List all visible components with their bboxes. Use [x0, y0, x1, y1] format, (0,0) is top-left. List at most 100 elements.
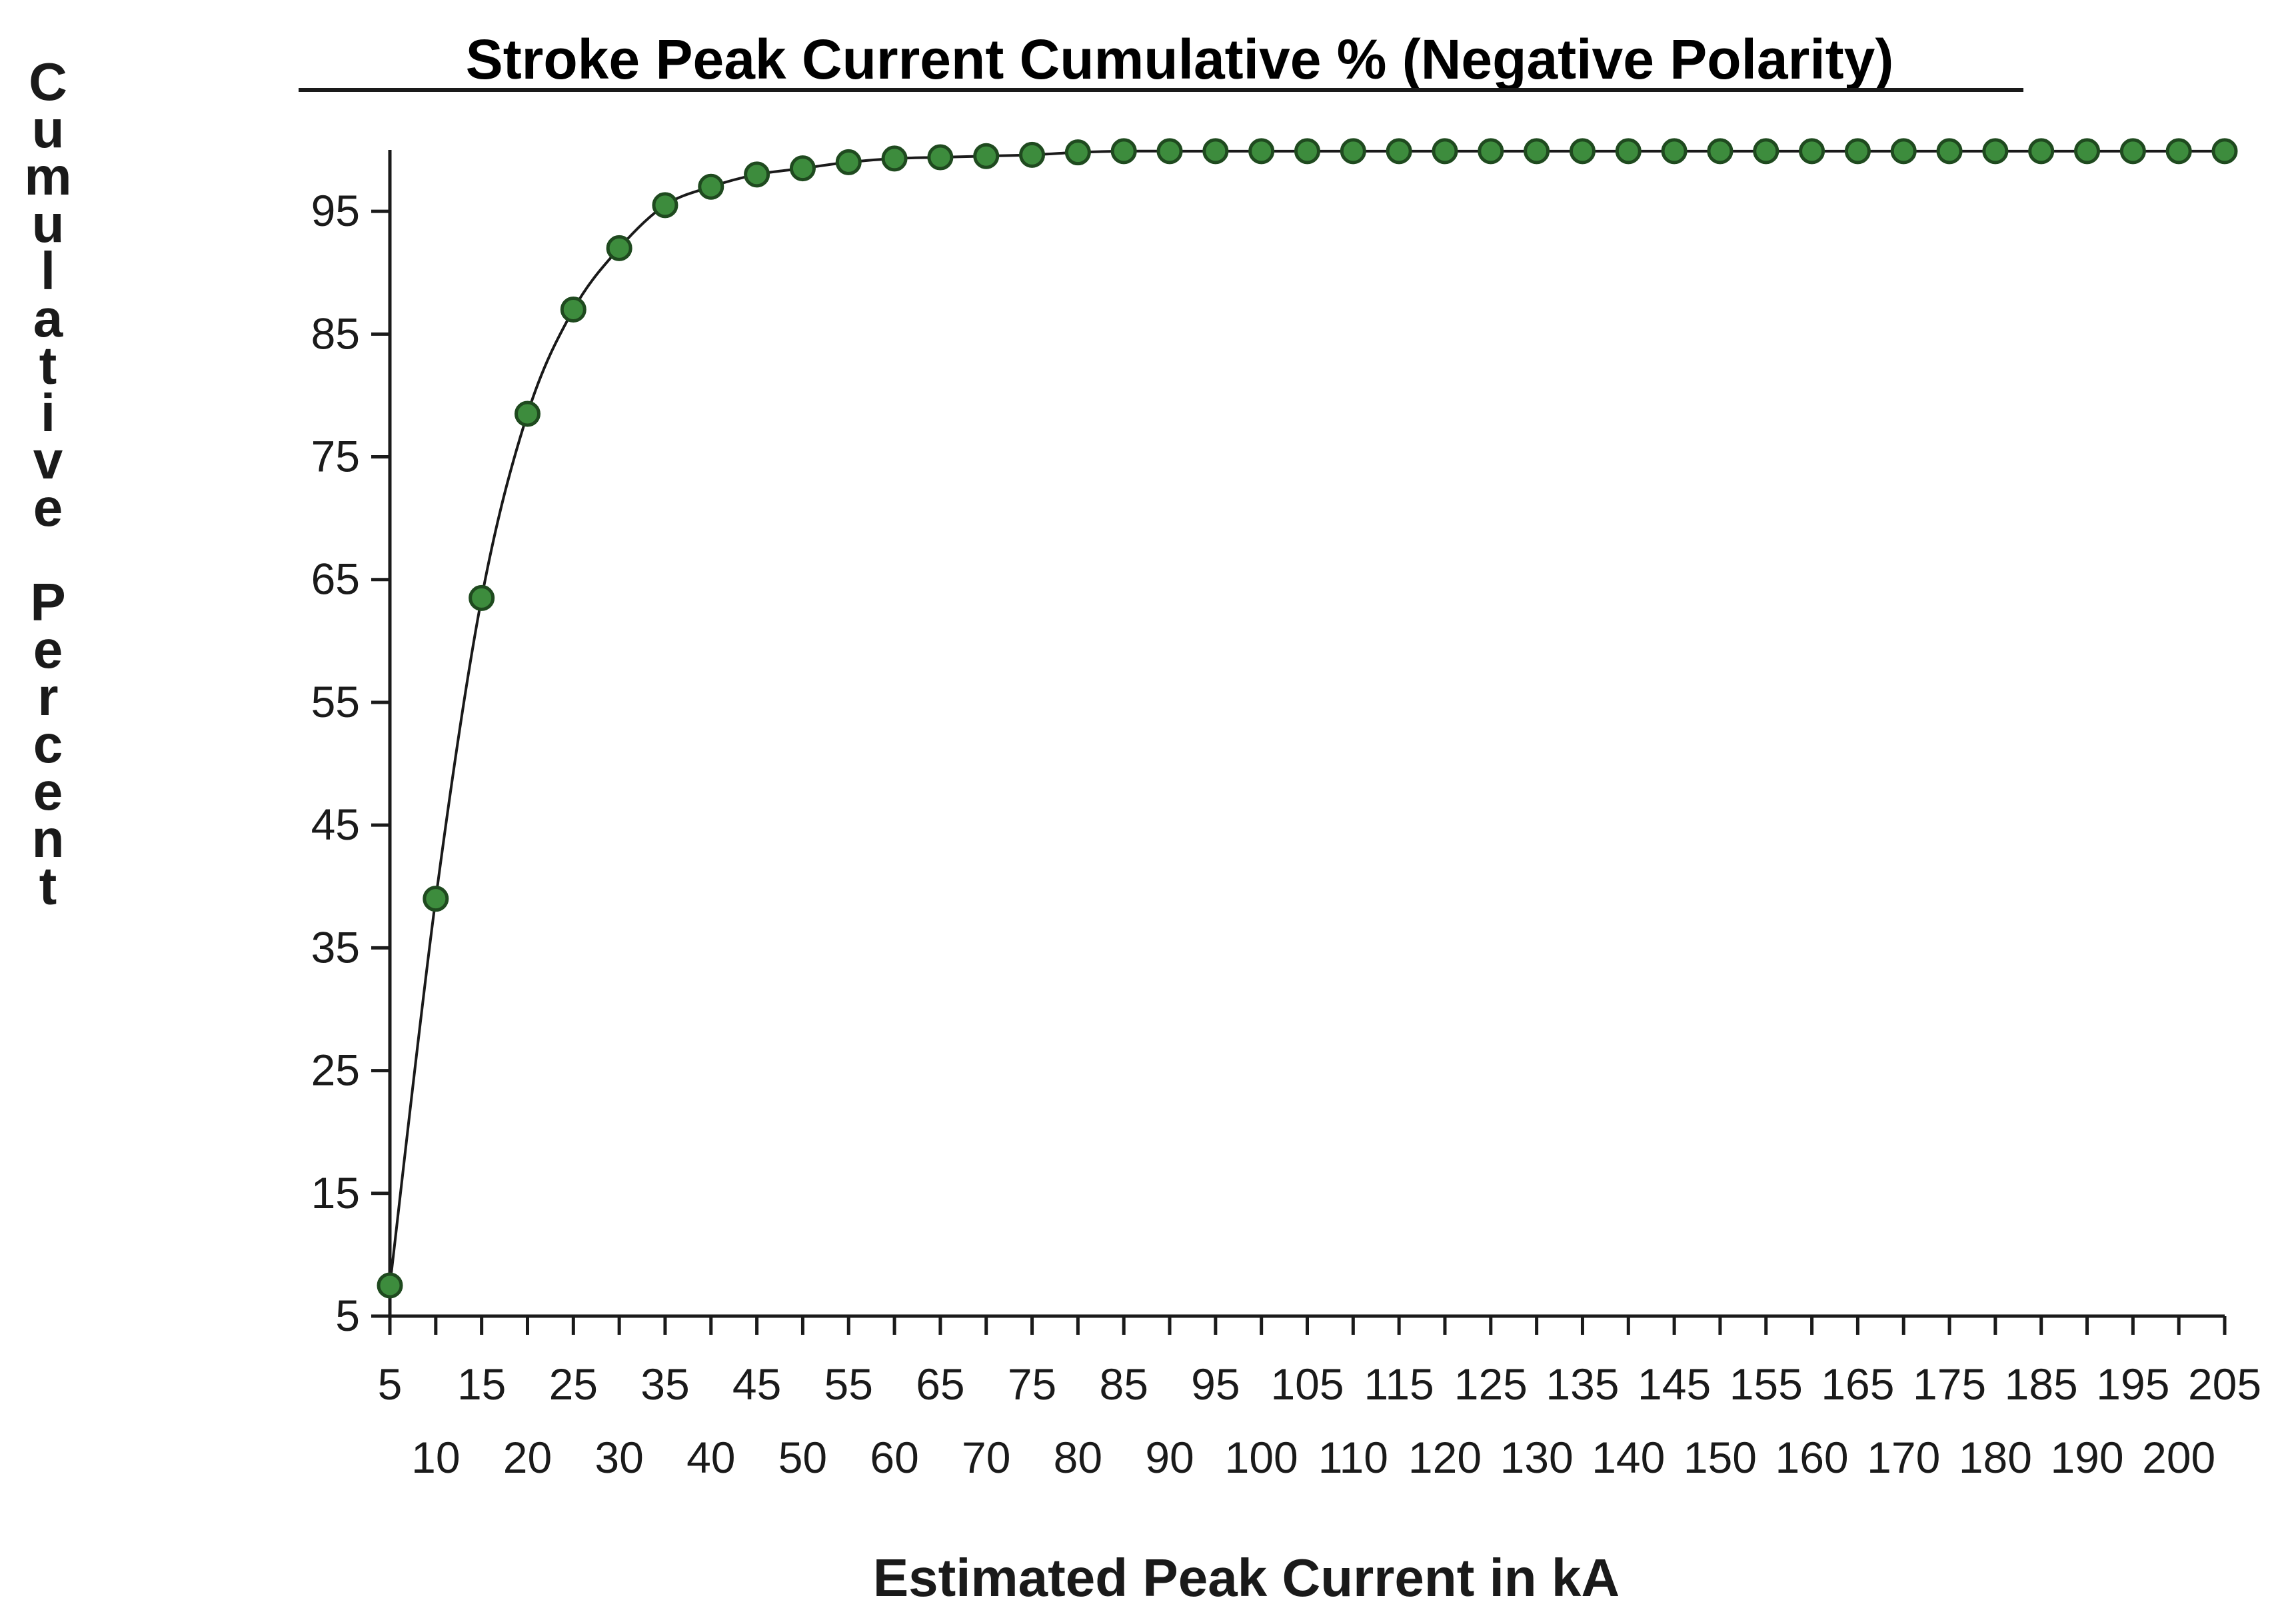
x-tick-label: 170	[1867, 1433, 1940, 1482]
series-line	[389, 149, 2225, 1286]
data-point	[1524, 138, 1550, 165]
x-tick-label: 80	[1054, 1433, 1102, 1482]
x-ticks: 5 15 25 35 45 55 65 75 85 95 105 115 125 135 145 155 165…	[378, 1316, 2261, 1482]
data-point	[2211, 138, 2238, 165]
x-tick-label: 150	[1684, 1433, 1757, 1482]
data-point	[2074, 138, 2101, 165]
x-tick-label: 5	[378, 1359, 403, 1409]
y-axis-label-letter: C	[29, 52, 67, 111]
data-point	[560, 296, 586, 323]
data-point	[1890, 138, 1917, 165]
x-tick-label: 115	[1364, 1359, 1434, 1409]
data-point	[2119, 138, 2146, 165]
y-axis-label-letter: c	[33, 714, 63, 774]
y-tick-label: 95	[311, 186, 360, 235]
chart-title: Stroke Peak Current Cumulative % (Negati…	[466, 28, 1894, 91]
x-tick-label: 180	[1959, 1433, 2032, 1482]
y-tick-label: 15	[311, 1168, 360, 1218]
y-axis-label-letter: e	[33, 620, 63, 679]
data-point	[1064, 139, 1091, 166]
y-axis-label-letter: v	[33, 430, 63, 490]
x-tick-label: 10	[411, 1433, 460, 1482]
data-point	[1799, 138, 1825, 165]
data-point	[606, 235, 632, 261]
x-tick-label: 185	[2005, 1359, 2078, 1409]
y-axis-label-letter: a	[33, 289, 63, 348]
y-axis-label-letter: P	[30, 572, 65, 632]
y-tick-label: 45	[311, 800, 360, 849]
data-point	[973, 143, 1000, 169]
x-tick-label: 40	[686, 1433, 735, 1482]
y-axis-label-letter: r	[37, 667, 58, 726]
x-tick-label: 125	[1454, 1359, 1528, 1409]
y-tick-label: 55	[311, 677, 360, 726]
x-tick-label: 65	[916, 1359, 964, 1409]
x-tick-label: 145	[1638, 1359, 1711, 1409]
data-point	[1615, 138, 1642, 165]
x-tick-label: 60	[870, 1433, 918, 1482]
x-tick-label: 70	[962, 1433, 1010, 1482]
x-tick-label: 205	[2188, 1359, 2261, 1409]
x-tick-label: 35	[640, 1359, 689, 1409]
x-tick-label: 155	[1729, 1359, 1803, 1409]
y-axis-label-letter: u	[32, 194, 65, 253]
x-tick-label: 200	[2142, 1433, 2215, 1482]
y-tick-label: 85	[311, 309, 360, 358]
y-axis-label-letter: t	[39, 336, 57, 395]
data-point	[1982, 138, 2009, 165]
x-tick-label: 135	[1546, 1359, 1619, 1409]
data-point	[1386, 138, 1412, 165]
y-axis-label-letter: e	[33, 478, 63, 537]
y-tick-label: 35	[311, 922, 360, 972]
x-tick-label: 165	[1821, 1359, 1894, 1409]
y-axis-label-letter: i	[41, 383, 55, 442]
data-point	[744, 161, 770, 188]
y-axis-label-letter: t	[39, 856, 57, 916]
x-tick-label: 160	[1775, 1433, 1849, 1482]
data-point	[835, 149, 862, 175]
data-point	[1019, 141, 1046, 168]
y-axis-label-letter: m	[24, 147, 71, 206]
x-tick-label: 195	[2096, 1359, 2169, 1409]
x-tick-label: 90	[1145, 1433, 1194, 1482]
data-point	[1202, 138, 1229, 165]
y-axis-label-letter: u	[32, 99, 65, 159]
data-point	[698, 173, 724, 200]
data-point	[927, 144, 954, 171]
y-axis-label-letter: n	[32, 809, 65, 868]
data-point	[789, 155, 816, 182]
y-tick-label: 5	[335, 1291, 360, 1340]
data-point	[1707, 138, 1733, 165]
data-point	[881, 145, 908, 172]
y-tick-label: 75	[311, 432, 360, 481]
data-point	[2028, 138, 2055, 165]
x-tick-label: 85	[1099, 1359, 1148, 1409]
data-point	[1753, 138, 1779, 165]
x-tick-label: 45	[732, 1359, 781, 1409]
data-point	[1294, 138, 1320, 165]
x-tick-label: 75	[1008, 1359, 1056, 1409]
x-tick-label: 120	[1408, 1433, 1482, 1482]
data-point	[1569, 138, 1596, 165]
data-point	[1340, 138, 1366, 165]
data-point	[514, 401, 541, 427]
x-tick-label: 95	[1191, 1359, 1240, 1409]
data-point	[1432, 138, 1458, 165]
data-point	[1156, 138, 1183, 165]
data-point	[1936, 138, 1963, 165]
x-tick-label: 25	[549, 1359, 598, 1409]
y-axis-label-letter: e	[33, 762, 63, 821]
x-tick-label: 110	[1318, 1433, 1388, 1482]
data-point	[469, 584, 495, 611]
x-tick-label: 100	[1225, 1433, 1298, 1482]
y-tick-label: 25	[311, 1046, 360, 1095]
data-point	[1661, 138, 1688, 165]
x-tick-label: 105	[1270, 1359, 1344, 1409]
data-point	[1110, 138, 1137, 165]
x-tick-label: 20	[503, 1433, 552, 1482]
x-tick-label: 55	[824, 1359, 873, 1409]
data-point	[652, 192, 678, 219]
data-point	[2165, 138, 2192, 165]
